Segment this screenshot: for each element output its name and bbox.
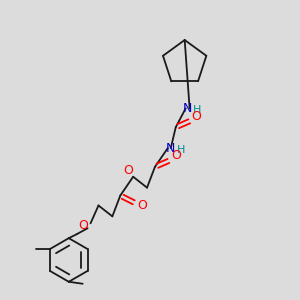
Text: H: H [176, 145, 185, 155]
Text: O: O [171, 149, 181, 162]
Text: H: H [194, 105, 202, 116]
Text: O: O [137, 199, 147, 212]
Text: N: N [166, 142, 176, 154]
Text: O: O [123, 164, 133, 177]
Text: O: O [79, 219, 88, 232]
Text: N: N [183, 102, 192, 115]
Text: O: O [192, 110, 202, 123]
